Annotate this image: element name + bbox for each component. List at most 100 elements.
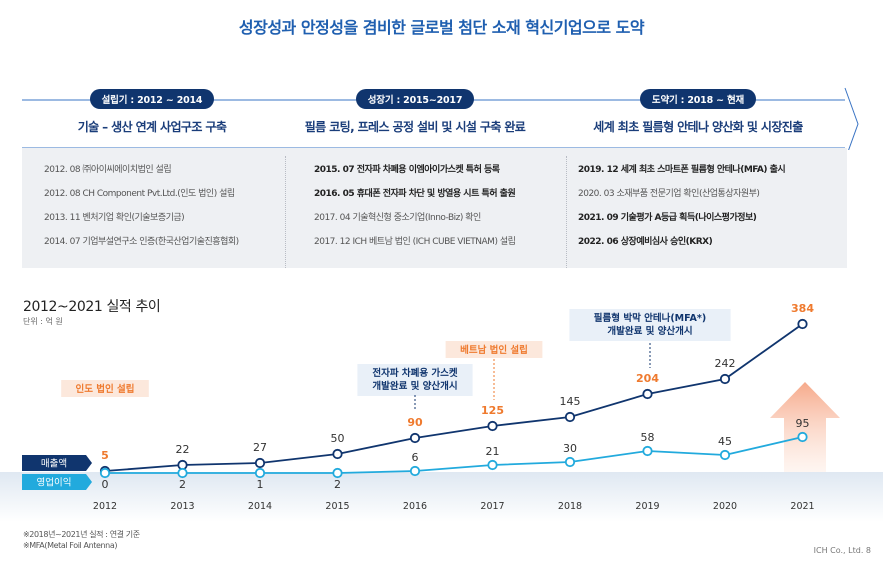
legend-tag-tip xyxy=(86,474,92,490)
data-label: 1 xyxy=(257,478,264,491)
data-label: 30 xyxy=(563,442,577,455)
x-tick-label: 2014 xyxy=(248,501,272,512)
data-label: 50 xyxy=(331,432,345,445)
annotation-callout: 인도 법인 설립 xyxy=(61,380,149,397)
growth-arrow xyxy=(770,382,840,472)
milestone-list-growth: 2015. 07 전자파 차폐용 이엠아이가스켓 특허 등록 2016. 05 … xyxy=(285,148,566,268)
legend-label: 매출액 xyxy=(41,458,67,470)
annotation-box xyxy=(61,380,149,397)
series-line-operating-profit xyxy=(105,436,803,474)
phase-badge: 도약기 : 2018 ~ 현재 xyxy=(639,89,757,109)
milestone-item: 2022. 06 상장예비심사 승인(KRX) xyxy=(578,237,713,247)
data-point xyxy=(332,448,343,460)
chart-floor xyxy=(0,472,883,522)
annotation-text: 개발완료 및 양산개시 xyxy=(372,380,457,392)
annotation-callout: 베트남 법인 설립 xyxy=(445,341,543,400)
x-tick-label: 2015 xyxy=(325,501,349,512)
x-tick-label: 2021 xyxy=(790,501,814,512)
data-label: 242 xyxy=(715,357,736,370)
data-label: 0 xyxy=(102,478,109,491)
data-label: 145 xyxy=(560,395,581,408)
data-label: 2 xyxy=(179,478,186,491)
x-tick-label: 2018 xyxy=(558,501,582,512)
phase-subtitle: 기술 – 생산 연계 사업구조 구축 xyxy=(77,120,227,134)
divider xyxy=(285,156,286,268)
legend-tag xyxy=(22,474,86,490)
phase-badge: 성장기 : 2015~2017 xyxy=(355,89,475,109)
data-point xyxy=(642,388,653,400)
milestone-item: 2017. 12 ICH 베트남 법인 (ICH CUBE VIETNAM) 설… xyxy=(314,237,516,247)
data-label: 384 xyxy=(791,302,814,315)
milestone-list-founding: 2012. 08 ㈜아이씨에이치법인 설립 2012. 08 CH Compon… xyxy=(22,148,285,268)
annotation-text: 전자파 차폐용 가스켓 xyxy=(372,367,458,379)
x-tick-label: 2017 xyxy=(480,501,504,512)
phase-badge: 설립기 : 2012 ~ 2014 xyxy=(89,89,215,109)
x-tick-label: 2013 xyxy=(170,501,194,512)
legend-tag xyxy=(22,455,86,471)
chart-title: 2012~2021 실적 추이 xyxy=(23,299,161,315)
data-label: 27 xyxy=(253,441,267,454)
phase-leap: 도약기 : 2018 ~ 현재 세계 최초 필름형 안테나 양산화 및 시장진출 xyxy=(568,88,828,136)
annotation-text: 인도 법인 설립 xyxy=(75,383,134,395)
data-label: 204 xyxy=(636,372,659,385)
data-label: 2 xyxy=(334,478,341,491)
data-point xyxy=(487,420,498,432)
annotation-box xyxy=(445,341,543,358)
phase-founding: 설립기 : 2012 ~ 2014 기술 – 생산 연계 사업구조 구축 xyxy=(22,88,282,136)
milestone-item: 2021. 09 기술평가 A등급 획득(나이스평가정보) xyxy=(578,213,757,223)
phase-subtitle: 세계 최초 필름형 안테나 양산화 및 시장진출 xyxy=(593,120,803,134)
data-point xyxy=(409,465,421,477)
x-tick-label: 2012 xyxy=(93,501,117,512)
phase-subtitle: 필름 코팅, 프레스 공정 설비 및 시설 구축 완료 xyxy=(304,120,526,134)
data-label: 6 xyxy=(412,451,419,464)
x-tick-label: 2020 xyxy=(713,501,737,512)
data-point xyxy=(719,373,731,385)
data-label: 125 xyxy=(481,404,504,417)
annotation-text: 필름형 박막 안테나(MFA*) xyxy=(594,312,706,324)
data-point xyxy=(564,411,576,423)
legend-tag-tip xyxy=(86,455,92,471)
page-footer: ICH Co., Ltd. 8 xyxy=(813,546,871,555)
milestone-item: 2012. 08 CH Component Pvt.Ltd.(인도 법인) 설립 xyxy=(44,189,235,199)
data-label: 5 xyxy=(101,449,109,462)
data-point xyxy=(409,432,421,444)
data-point xyxy=(564,456,576,468)
x-tick-label: 2019 xyxy=(635,501,659,512)
data-point xyxy=(254,467,266,479)
annotation-text: 베트남 법인 설립 xyxy=(460,344,528,356)
milestone-item: 2014. 07 기업부설연구소 인증(한국산업기술진흥협회) xyxy=(44,237,239,247)
data-point xyxy=(99,467,111,479)
data-point xyxy=(254,457,266,469)
chart-unit: 단위 : 억 원 xyxy=(23,317,63,326)
legend-label: 영업이익 xyxy=(37,477,72,489)
data-point xyxy=(177,467,188,479)
data-point xyxy=(487,459,498,471)
data-point xyxy=(642,445,653,457)
milestone-item: 2012. 08 ㈜아이씨에이치법인 설립 xyxy=(44,165,172,175)
data-label: 90 xyxy=(407,416,423,429)
page-title: 성장성과 안정성을 겸비한 글로벌 첨단 소재 혁신기업으로 도약 xyxy=(238,18,645,37)
series-line-revenue xyxy=(104,323,804,472)
milestone-item: 2016. 05 휴대폰 전자파 차단 및 방열용 시트 특허 출원 xyxy=(314,189,516,199)
data-label: 21 xyxy=(486,445,500,458)
phase-growth: 성장기 : 2015~2017 필름 코팅, 프레스 공정 설비 및 시설 구축… xyxy=(285,88,545,136)
divider xyxy=(566,156,567,268)
data-label: 58 xyxy=(641,431,655,444)
milestone-panel xyxy=(22,148,847,268)
footnote: ※2018년~2021년 실적 : 연결 기준 xyxy=(23,530,140,539)
annotation-text: 개발완료 및 양산개시 xyxy=(607,325,692,337)
x-tick-label: 2016 xyxy=(403,501,427,512)
data-point xyxy=(332,467,343,479)
milestone-item: 2019. 12 세계 최초 스마트폰 필름형 안테나(MFA) 출시 xyxy=(578,165,786,175)
annotation-box xyxy=(569,309,731,341)
data-point xyxy=(719,449,731,461)
annotation-box xyxy=(357,364,473,396)
milestone-item: 2015. 07 전자파 차폐용 이엠아이가스켓 특허 등록 xyxy=(314,165,500,175)
milestone-item: 2020. 03 소재부품 전문기업 확인(산업통상자원부) xyxy=(578,189,760,199)
data-label: 95 xyxy=(796,417,810,430)
data-point xyxy=(797,431,808,443)
data-label: 22 xyxy=(176,443,190,456)
data-label: 45 xyxy=(718,435,732,448)
